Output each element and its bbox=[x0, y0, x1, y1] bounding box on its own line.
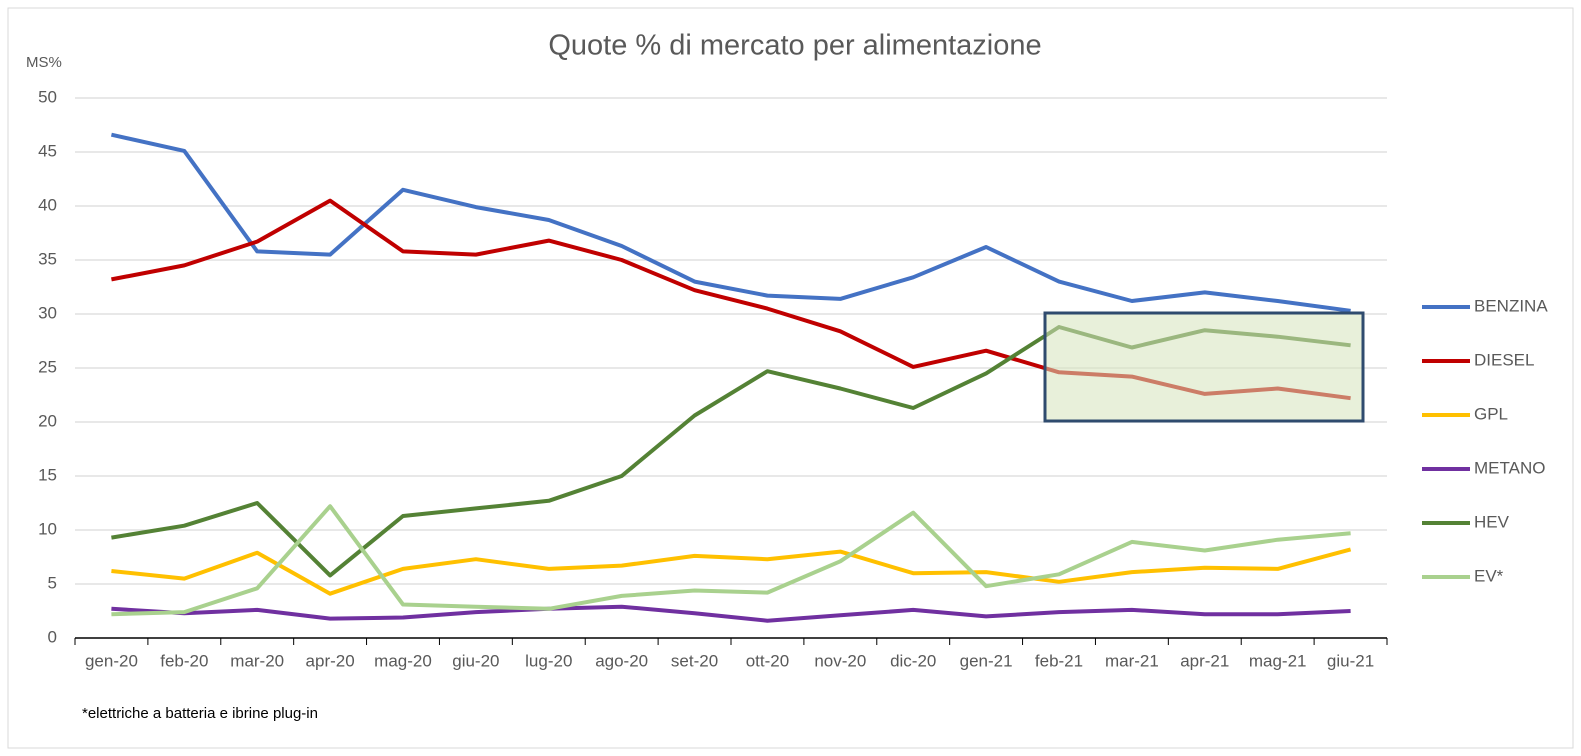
footnote: *elettriche a batteria e ibrine plug-in bbox=[82, 705, 318, 722]
y-tick-label: 0 bbox=[48, 627, 57, 646]
chart-title: Quote % di mercato per alimentazione bbox=[548, 30, 1041, 62]
x-tick-label: dic-20 bbox=[890, 651, 936, 670]
y-tick-label: 35 bbox=[38, 249, 57, 268]
x-tick-label: gen-21 bbox=[960, 651, 1013, 670]
series-line bbox=[111, 604, 1351, 623]
y-axis-label: MS% bbox=[26, 54, 62, 71]
legend-label: METANO bbox=[1474, 458, 1545, 477]
x-tick-label: set-20 bbox=[671, 651, 718, 670]
x-tick-label: apr-21 bbox=[1180, 651, 1229, 670]
y-tick-label: 10 bbox=[38, 519, 57, 538]
x-tick-label: giu-21 bbox=[1327, 651, 1374, 670]
legend-label: DIESEL bbox=[1474, 350, 1534, 369]
legend-label: GPL bbox=[1474, 404, 1508, 423]
x-tick-label: mag-20 bbox=[374, 651, 432, 670]
x-tick-label: feb-20 bbox=[160, 651, 208, 670]
x-tick-label: ott-20 bbox=[746, 651, 789, 670]
y-tick-label: 20 bbox=[38, 411, 57, 430]
series-line bbox=[111, 547, 1352, 596]
x-tick-label: lug-20 bbox=[525, 651, 572, 670]
y-tick-label: 40 bbox=[38, 195, 57, 214]
y-tick-label: 50 bbox=[38, 87, 57, 106]
x-tick-label: feb-21 bbox=[1035, 651, 1083, 670]
y-tick-label: 5 bbox=[48, 573, 57, 592]
x-tick-label: mar-21 bbox=[1105, 651, 1159, 670]
x-tick-label: apr-20 bbox=[306, 651, 355, 670]
x-tick-label: giu-20 bbox=[452, 651, 499, 670]
y-tick-label: 30 bbox=[38, 303, 57, 322]
x-tick-label: nov-20 bbox=[814, 651, 866, 670]
x-tick-label: ago-20 bbox=[595, 651, 648, 670]
series-line bbox=[110, 132, 1351, 313]
x-tick-label: mag-21 bbox=[1249, 651, 1307, 670]
x-tick-label: mar-20 bbox=[230, 651, 284, 670]
series-line bbox=[111, 504, 1351, 617]
y-tick-label: 45 bbox=[38, 141, 57, 160]
x-tick-label: gen-20 bbox=[85, 651, 138, 670]
legend-label: HEV bbox=[1474, 512, 1510, 531]
y-tick-label: 25 bbox=[38, 357, 57, 376]
y-tick-label: 15 bbox=[38, 465, 57, 484]
legend-label: BENZINA bbox=[1474, 296, 1548, 315]
legend-label: EV* bbox=[1474, 566, 1504, 585]
highlight-box bbox=[1043, 311, 1365, 423]
